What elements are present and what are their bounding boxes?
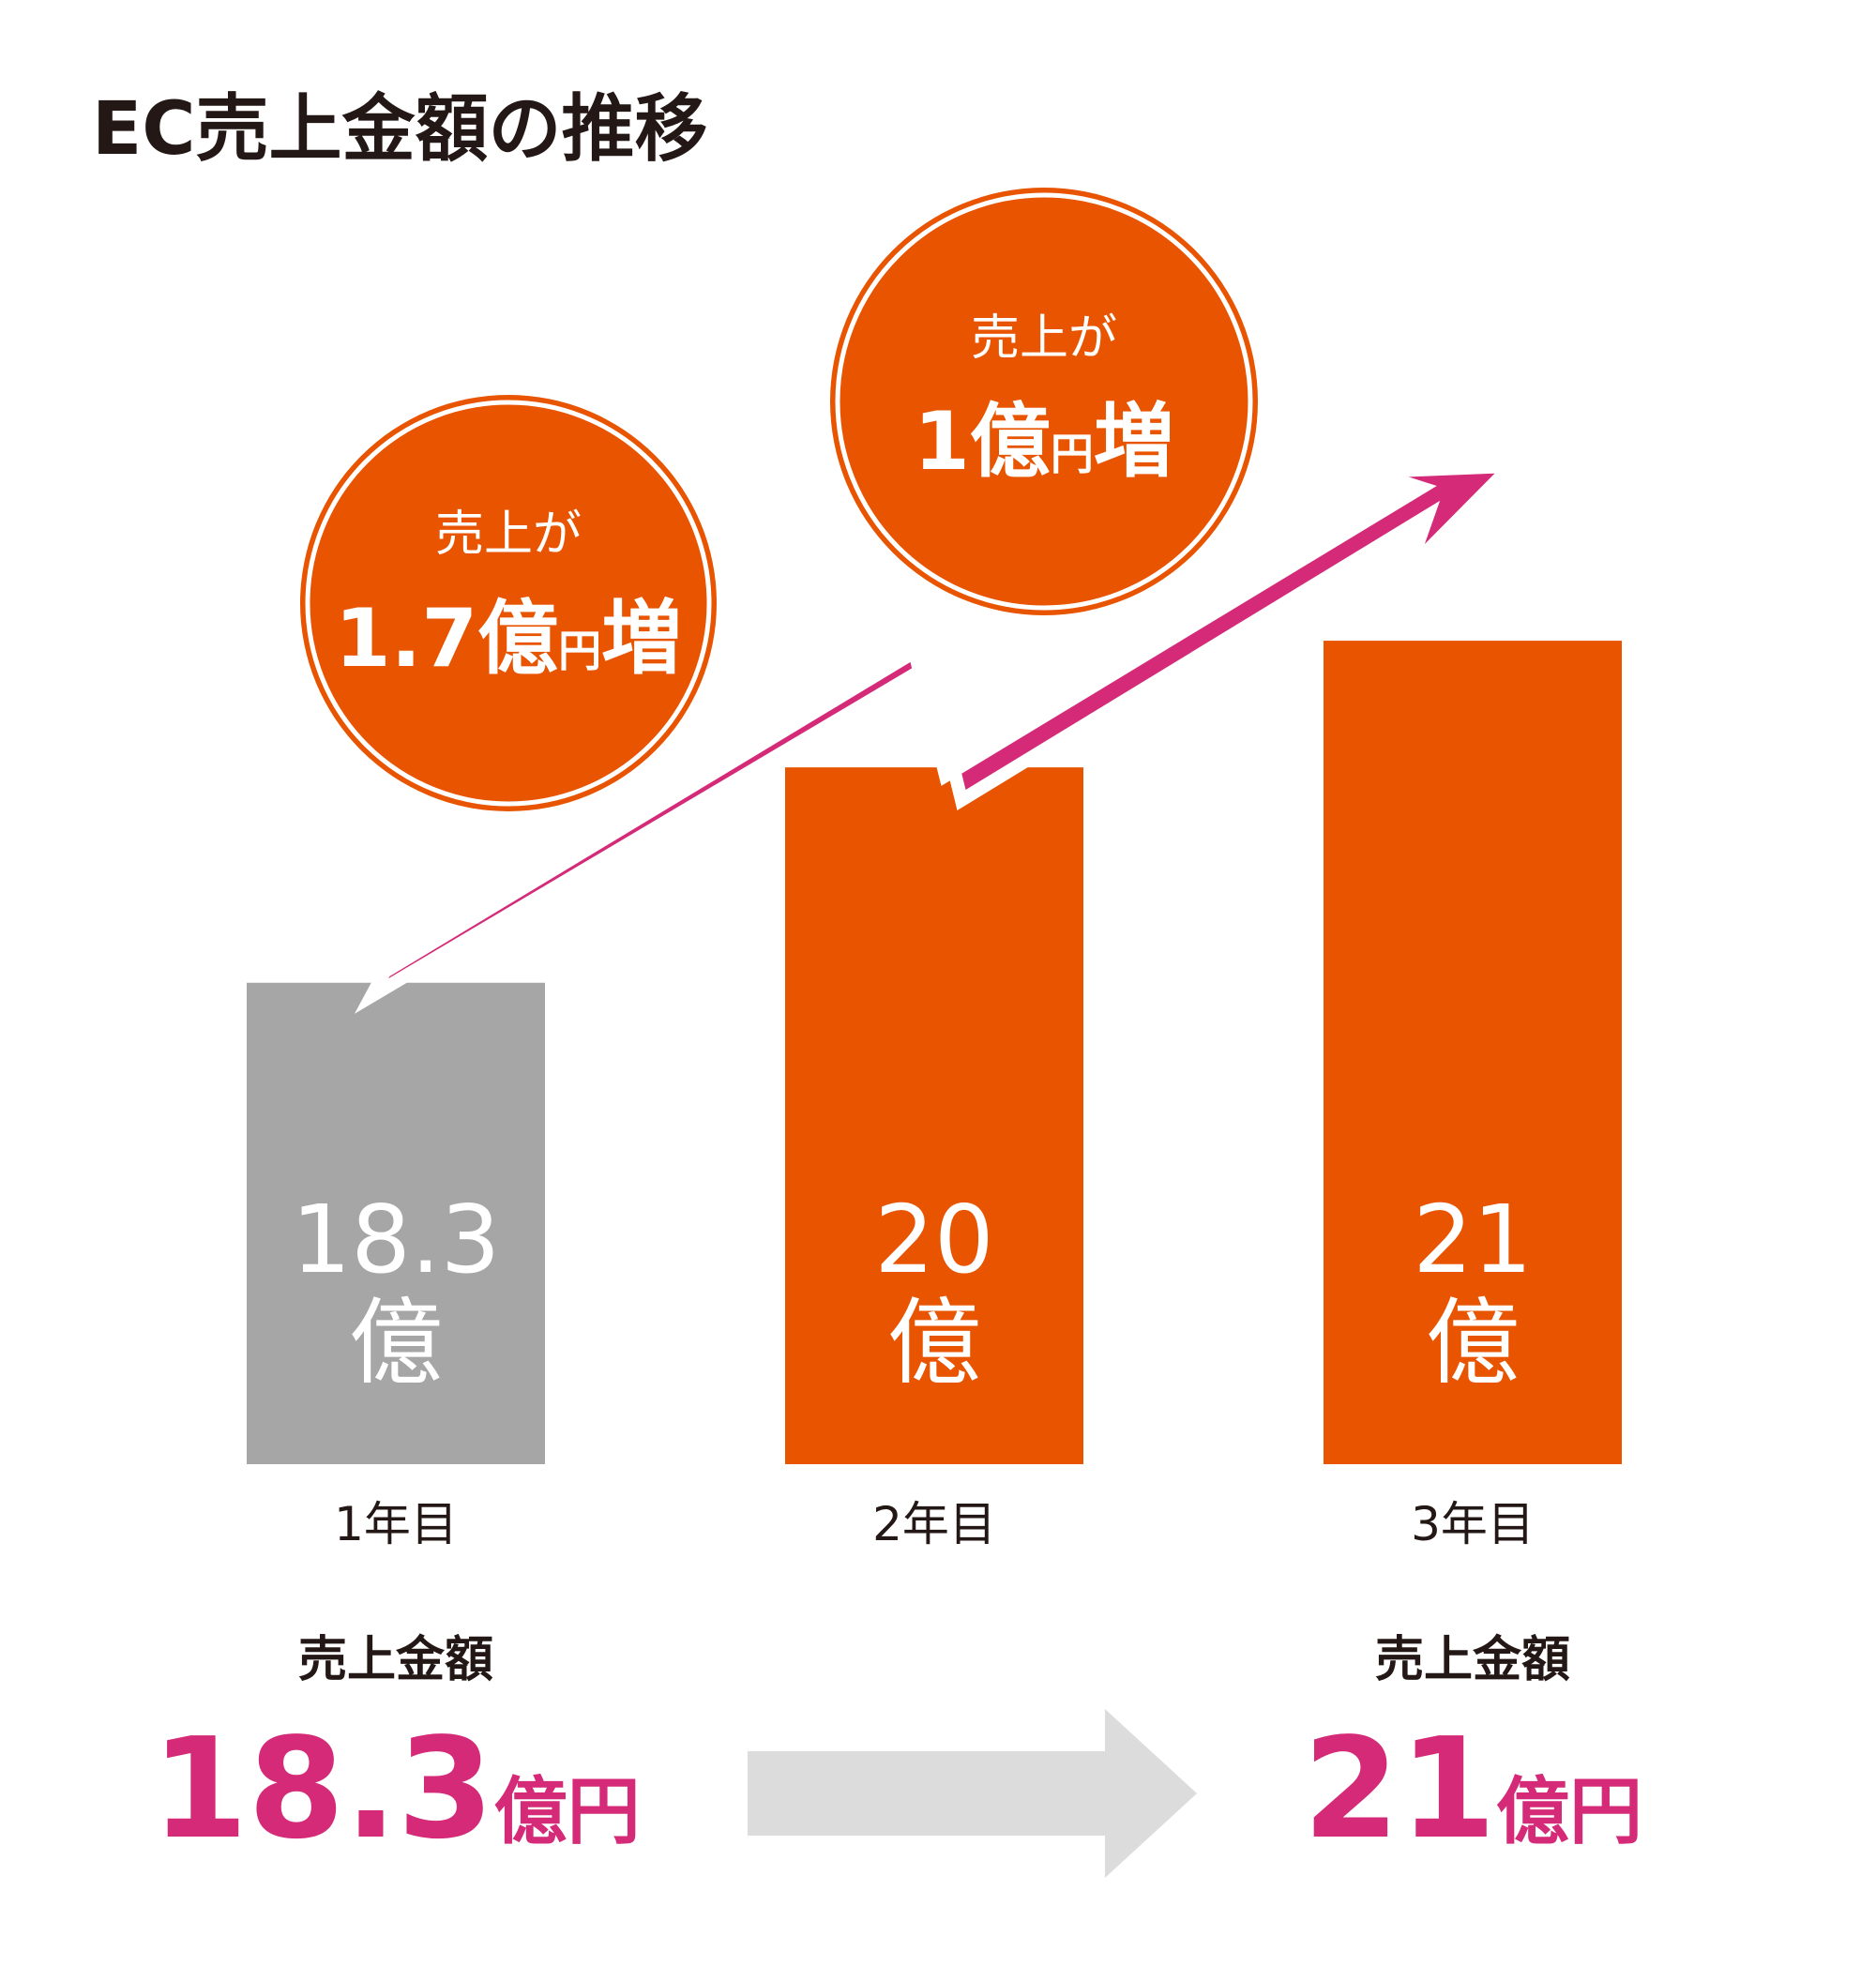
increase-badge-1-amount: 1.7億 [335,592,558,686]
summary-arrow [748,1709,1197,1878]
bar-value-2: 20 [874,1185,993,1294]
summary-start-value: 18.3億円 [151,1708,640,1869]
increase-badge-1-ring [305,400,712,807]
bar-2 [785,767,1083,1464]
category-label-2: 2年目 [872,1497,996,1551]
chart-title: EC売上金額の推移 [92,87,708,172]
increase-badge-2: 売上が 1億円増 [830,188,1258,615]
increase-badge-2-suffix: 増 [1094,395,1174,489]
increase-badge-1-line2: 1.7億円増 [335,592,682,686]
summary-start-unit: 億円 [494,1770,641,1854]
increase-badge-1-line1: 売上が [435,507,582,563]
summary-end-amount: 21 [1303,1708,1496,1869]
increase-badge-2-unit: 円 [1051,429,1094,479]
category-label-3: 3年目 [1411,1497,1535,1551]
category-label-1: 1年目 [334,1497,458,1551]
summary-start-label: 売上金額 [298,1632,493,1688]
increase-badge-1-unit: 円 [558,626,601,676]
bar-value-3: 21 [1413,1185,1532,1294]
bar-1 [247,982,545,1464]
summary-end-label: 売上金額 [1375,1632,1570,1688]
bar-3 [1324,641,1622,1464]
summary-end-unit: 億円 [1496,1770,1642,1854]
increase-badge-1-circle [300,395,717,811]
bar-value-1: 18.3 [292,1185,501,1294]
summary-end-value: 21億円 [1303,1708,1642,1869]
increase-badge-2-line1: 売上が [971,310,1117,367]
increase-badge-2-ring [835,192,1253,611]
increase-badge-2-line2: 1億円増 [914,395,1174,489]
increase-badge-2-amount: 1億 [914,395,1051,489]
summary-start-amount: 18.3 [151,1708,493,1869]
summary-start: 売上金額 18.3億円 [151,1632,640,1869]
bar-unit-1: 億 [349,1288,443,1398]
trend-arrow [354,459,1528,1014]
increase-badge-1: 売上が 1.7億円増 [300,395,717,811]
bar-unit-3: 億 [1426,1288,1520,1398]
summary-end: 売上金額 21億円 [1303,1632,1642,1869]
increase-badge-2-circle [830,188,1258,615]
bars-layer [247,641,1622,1464]
increase-badge-1-suffix: 増 [601,592,682,686]
bar-unit-2: 億 [887,1288,981,1398]
